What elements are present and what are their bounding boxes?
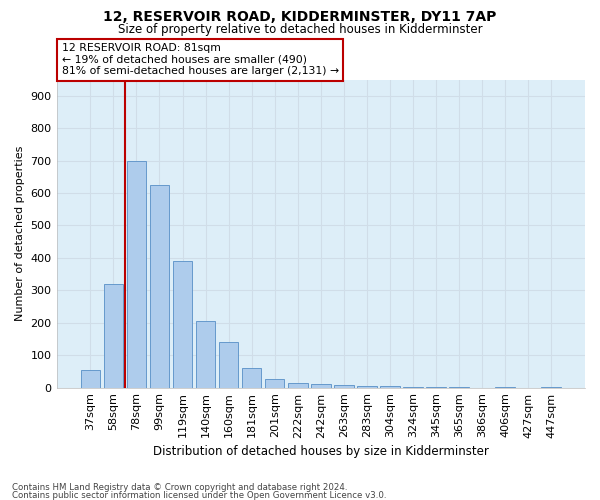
Bar <box>541 387 561 388</box>
Bar <box>242 368 262 388</box>
Text: 12 RESERVOIR ROAD: 81sqm
← 19% of detached houses are smaller (490)
81% of semi-: 12 RESERVOIR ROAD: 81sqm ← 19% of detach… <box>62 44 339 76</box>
Bar <box>127 160 146 388</box>
Bar <box>265 380 284 388</box>
Text: 12, RESERVOIR ROAD, KIDDERMINSTER, DY11 7AP: 12, RESERVOIR ROAD, KIDDERMINSTER, DY11 … <box>103 10 497 24</box>
Bar <box>173 261 193 388</box>
Bar <box>149 185 169 388</box>
Text: Contains HM Land Registry data © Crown copyright and database right 2024.: Contains HM Land Registry data © Crown c… <box>12 484 347 492</box>
Bar <box>311 384 331 388</box>
X-axis label: Distribution of detached houses by size in Kidderminster: Distribution of detached houses by size … <box>153 444 489 458</box>
Bar <box>380 386 400 388</box>
Y-axis label: Number of detached properties: Number of detached properties <box>15 146 25 321</box>
Bar <box>403 386 423 388</box>
Bar <box>80 370 100 388</box>
Text: Contains public sector information licensed under the Open Government Licence v3: Contains public sector information licen… <box>12 490 386 500</box>
Bar <box>334 385 353 388</box>
Bar <box>288 382 308 388</box>
Bar <box>426 387 446 388</box>
Bar <box>219 342 238 388</box>
Bar <box>357 386 377 388</box>
Bar <box>449 387 469 388</box>
Bar <box>196 321 215 388</box>
Text: Size of property relative to detached houses in Kidderminster: Size of property relative to detached ho… <box>118 22 482 36</box>
Bar <box>104 284 123 388</box>
